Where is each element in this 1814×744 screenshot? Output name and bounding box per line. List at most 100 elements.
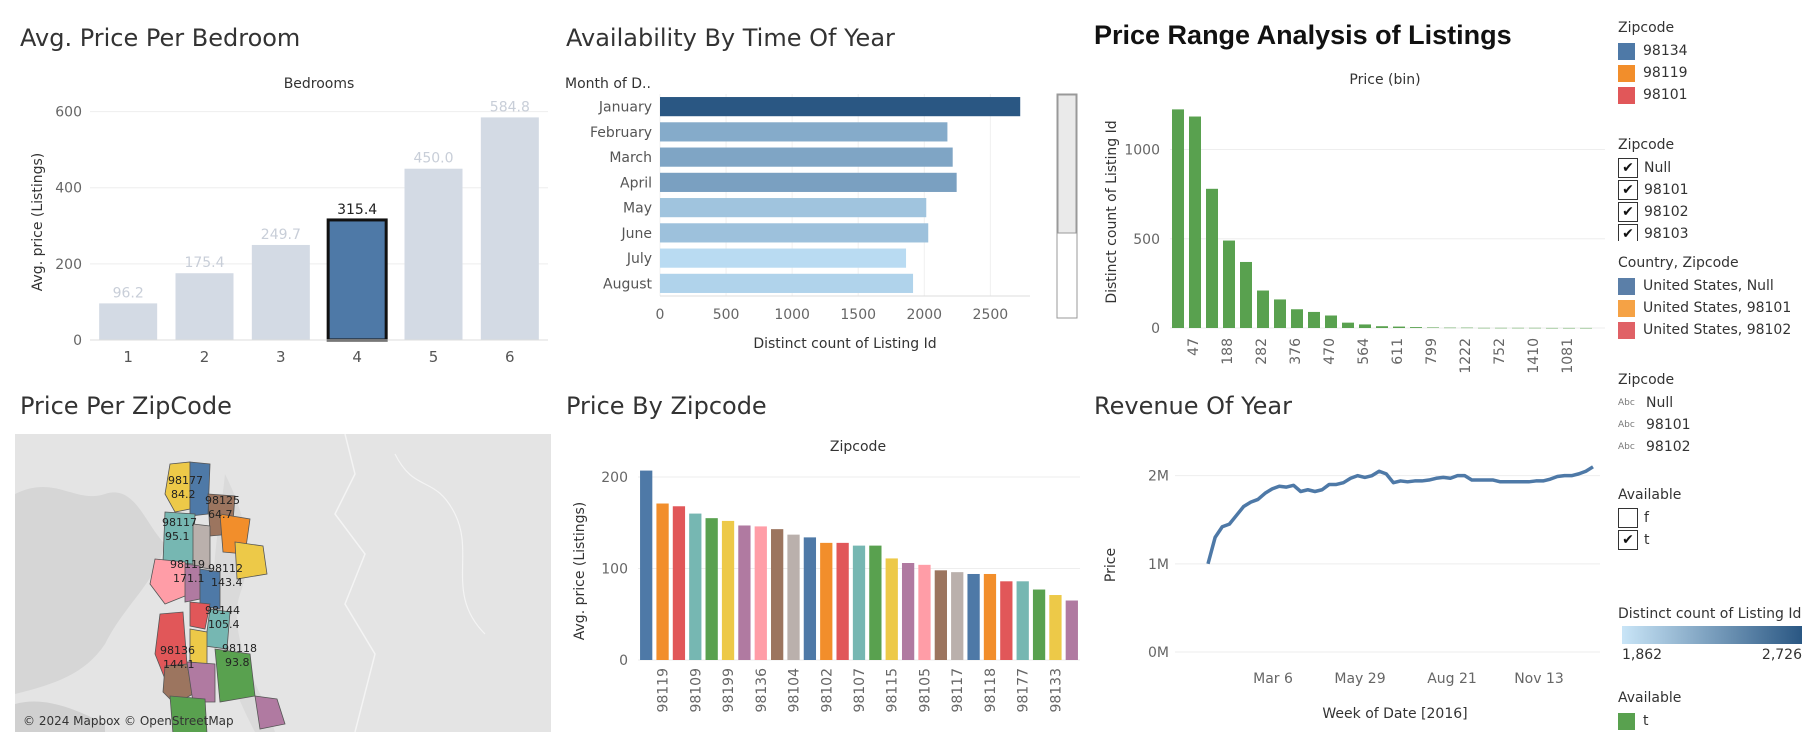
availability-bar[interactable] [660,248,907,268]
bedroom-bar[interactable] [251,244,310,340]
range-bar[interactable] [1274,299,1286,328]
zipbar-bar[interactable] [689,513,702,660]
zipbar-bar[interactable] [852,545,866,660]
zip-region-98102[interactable] [234,541,268,580]
zip-filter-item[interactable]: ✔ 98101 [1618,179,1814,201]
zipbar-bar[interactable] [1032,589,1046,660]
range-bar[interactable] [1563,327,1575,329]
bedroom-bar[interactable] [175,273,234,340]
zipbar-bar[interactable] [918,564,931,660]
availability-bar-chart[interactable]: Month of D.. 0 500 1000 1500 2000 2500 January F… [560,70,1090,370]
zipbar-bar[interactable] [1065,600,1078,660]
zip-region-98125[interactable] [189,461,211,517]
availability-bar[interactable] [660,147,953,167]
range-bar[interactable] [1342,322,1354,328]
range-bar[interactable] [1427,327,1439,328]
zip-region-98108[interactable] [186,661,216,703]
bedroom-bar[interactable] [404,168,463,340]
zip-text-legend-item[interactable]: Abc 98102 [1618,436,1814,458]
availability-scroll-thumb[interactable] [1057,94,1077,234]
availability-bar[interactable] [660,223,929,243]
range-bar[interactable] [1189,116,1201,328]
zip-filter-item[interactable]: ✔ 98102 [1618,201,1814,223]
zip-color-legend-item[interactable]: 98134 [1618,40,1814,62]
zip-region-98112[interactable] [199,568,221,610]
zipbar-bar[interactable] [983,573,997,660]
zipbar-bar[interactable] [1049,595,1062,660]
range-bar[interactable] [1291,309,1303,328]
zipbar-bar[interactable] [754,526,767,660]
zip-filter-item[interactable]: ✔ Null [1618,157,1814,179]
zipbar-bar[interactable] [885,558,898,660]
zipbar-bar[interactable] [901,563,915,660]
zip-region-98119[interactable] [149,558,191,605]
zip-region-98178[interactable] [254,695,286,730]
revenue-line-chart[interactable]: 0M 1M 2M Price Mar 6 May 29 Aug 21 Nov 13 Week o… [1095,438,1615,738]
zipbar-bar[interactable] [820,542,833,660]
zipbar-bar[interactable] [738,525,751,660]
country-zip-legend-item[interactable]: United States, 98101 [1618,297,1814,319]
range-bar[interactable] [1529,327,1541,329]
range-bar[interactable] [1240,261,1252,328]
range-bar[interactable] [1546,327,1558,329]
zipbar-bar[interactable] [721,520,735,660]
zip-region-98103[interactable] [192,523,211,570]
zipbar-bar[interactable] [967,573,980,660]
range-bar[interactable] [1393,326,1405,328]
zip-region-98106[interactable] [169,695,208,732]
available-color-item[interactable]: t [1618,710,1814,732]
range-bar[interactable] [1223,240,1235,328]
bedroom-bar-chart[interactable]: Bedrooms 0 200 400 600 Avg. price (Listings) 9… [0,70,560,370]
zipbar-bar[interactable] [803,537,817,660]
range-bar[interactable] [1495,327,1507,329]
range-bar[interactable] [1172,109,1184,328]
zipcode-price-bar-chart[interactable]: Zipcode 0 100 200 Avg. price (Listings) 98119… [560,438,1090,738]
range-bar[interactable] [1478,327,1490,329]
range-bar[interactable] [1512,327,1524,329]
range-bar[interactable] [1444,327,1456,329]
available-filter-item[interactable]: ✔ t [1618,529,1814,551]
range-bar[interactable] [1376,326,1388,328]
zipbar-bar[interactable] [1016,581,1029,660]
available-filter-item[interactable]: f [1618,507,1814,529]
range-bar[interactable] [1461,327,1473,329]
bedroom-bar[interactable] [326,218,388,342]
country-zip-legend-item[interactable]: United States, 98102 [1618,319,1814,341]
zipbar-bar[interactable] [1000,581,1013,660]
zip-region-98122[interactable] [189,601,211,630]
range-bar[interactable] [1410,327,1422,328]
range-bar[interactable] [1580,327,1592,329]
availability-bar[interactable] [660,198,927,218]
availability-bar[interactable] [660,273,914,293]
zip-text-legend-item[interactable]: Abc Null [1618,392,1814,414]
bedroom-bar[interactable] [99,303,158,340]
range-bar[interactable] [1257,290,1269,328]
zip-color-legend-item[interactable]: 98101 [1618,84,1814,106]
range-bar[interactable] [1308,311,1320,328]
zipbar-bar[interactable] [869,545,882,660]
range-bar[interactable] [1206,188,1218,328]
availability-bar[interactable] [660,172,957,192]
zipbar-bar[interactable] [836,542,849,660]
zipbar-bar[interactable] [787,534,800,660]
availability-bar[interactable] [660,97,1021,117]
revenue-line[interactable] [1206,465,1594,565]
range-bar[interactable] [1359,324,1371,328]
zipbar-bar[interactable] [656,503,669,660]
zipbar-bar[interactable] [672,506,686,660]
range-bar[interactable] [1325,315,1337,328]
zip-region-98177[interactable] [164,461,191,513]
zip-text-legend-item[interactable]: Abc 98101 [1618,414,1814,436]
zip-color-legend-item[interactable]: 98119 [1618,62,1814,84]
zip-filter-item[interactable]: ✔ 98103 [1618,223,1814,241]
zipbar-bar[interactable] [640,470,653,660]
country-zip-legend-item[interactable]: United States, Null [1618,275,1814,297]
availability-bar[interactable] [660,122,948,142]
zipbar-bar[interactable] [771,529,784,660]
zipbar-bar[interactable] [705,518,718,660]
zipbar-bar[interactable] [951,572,964,660]
bedroom-bar[interactable] [480,117,539,340]
zipbar-bar[interactable] [934,570,947,660]
